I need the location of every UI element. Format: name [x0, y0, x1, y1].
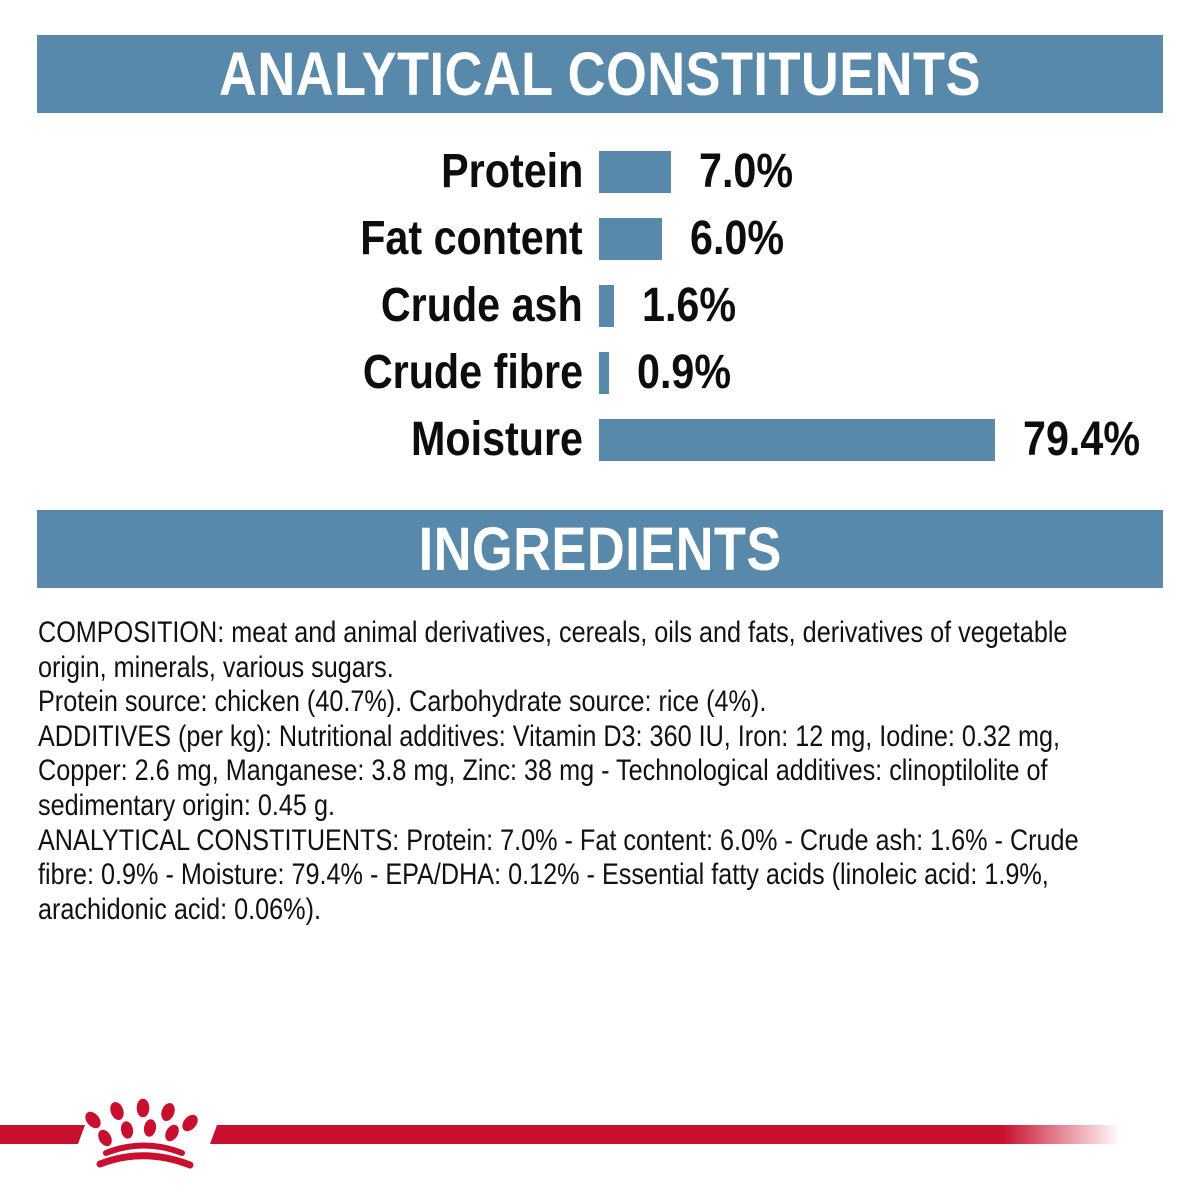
chart-row: Moisture 79.4%: [37, 406, 1163, 473]
analytical-constituents-title: ANALYTICAL CONSTITUENTS: [219, 40, 981, 108]
analytical-constituents-chart: Protein 7.0% Fat content 6.0% Crude ash 1.6% C…: [37, 138, 1163, 473]
value-label: 79.4%: [1023, 413, 1141, 466]
category-label: Protein: [440, 145, 583, 198]
value-bar: [599, 217, 662, 260]
value-bar: [599, 150, 671, 193]
ingredients-line: COMPOSITION: meat and animal derivatives…: [38, 616, 1068, 649]
ingredients-line: ADDITIVES (per kg): Nutritional additive…: [38, 719, 1060, 753]
category-label: Fat content: [360, 212, 583, 265]
chart-row: Protein 7.0%: [37, 138, 1163, 205]
value-bar: [599, 284, 614, 327]
ingredients-line: sedimentary origin: 0.45 g.: [38, 788, 335, 822]
ingredients-line: arachidonic acid: 0.06%).: [38, 892, 321, 926]
ingredients-line: ANALYTICAL CONSTITUENTS: Protein: 7.0% -…: [38, 823, 1079, 857]
value-bar: [599, 351, 609, 394]
ingredients-line: Protein source: chicken (40.7%). Carbohy…: [38, 685, 767, 719]
ingredients-text-block: COMPOSITION: meat and animal derivatives…: [38, 616, 1162, 927]
ingredients-banner: INGREDIENTS: [37, 510, 1163, 588]
chart-row: Crude ash 1.6%: [37, 272, 1163, 339]
ingredients-line: origin, minerals, various sugars.: [38, 650, 394, 684]
value-label: 0.9%: [637, 346, 732, 399]
analytical-constituents-banner: ANALYTICAL CONSTITUENTS: [37, 35, 1163, 113]
value-label: 7.0%: [699, 145, 794, 198]
royal-canin-crown-icon: [85, 1098, 198, 1169]
ingredients-title: INGREDIENTS: [418, 515, 782, 583]
ingredients-line: Copper: 2.6 mg, Manganese: 3.8 mg, Zinc:…: [38, 754, 1048, 788]
value-label: 6.0%: [690, 212, 785, 265]
category-label: Moisture: [410, 413, 583, 466]
chart-row: Fat content 6.0%: [37, 205, 1163, 272]
value-bar: [599, 418, 995, 461]
category-label: Crude fibre: [362, 346, 583, 399]
red-band-right: [210, 1125, 1200, 1144]
value-label: 1.6%: [642, 279, 737, 332]
ingredients-line: fibre: 0.9% - Moisture: 79.4% - EPA/DHA:…: [38, 858, 1049, 892]
chart-row: Crude fibre 0.9%: [37, 339, 1163, 406]
red-band-left: [0, 1125, 85, 1144]
category-label: Crude ash: [381, 279, 583, 332]
